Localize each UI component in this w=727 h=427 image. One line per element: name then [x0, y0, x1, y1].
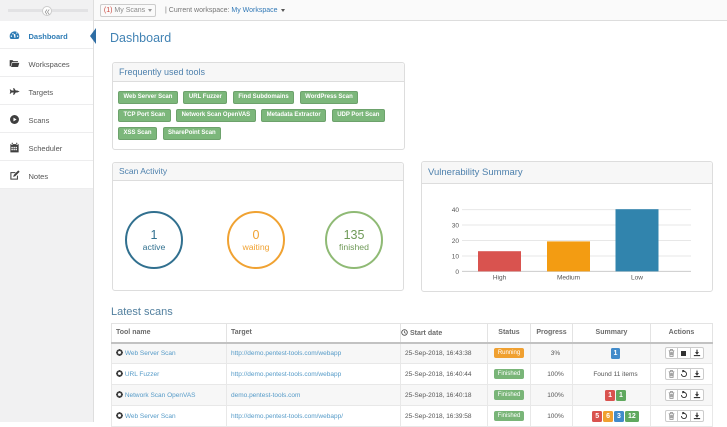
svg-text:Medium: Medium: [557, 275, 580, 282]
svg-text:0: 0: [455, 269, 459, 276]
svg-text:20: 20: [452, 238, 460, 245]
svg-text:Low: Low: [631, 275, 643, 282]
svg-text:10: 10: [452, 254, 460, 261]
svg-text:High: High: [493, 275, 507, 282]
svg-text:40: 40: [452, 207, 460, 214]
svg-text:30: 30: [452, 223, 460, 230]
